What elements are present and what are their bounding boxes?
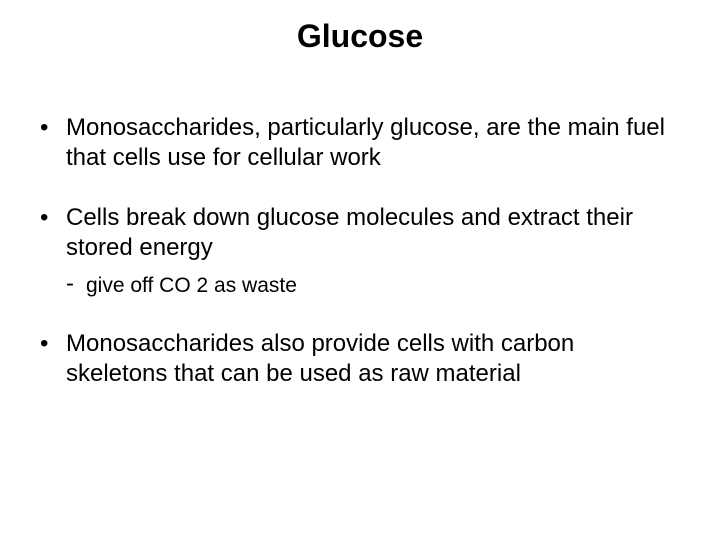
bullet-item: • Monosaccharides, particularly glucose,…	[40, 113, 680, 173]
slide-title: Glucose	[30, 18, 690, 55]
slide: Glucose • Monosaccharides, particularly …	[0, 0, 720, 540]
sub-bullet-marker: -	[66, 273, 86, 299]
bullet-item: • Monosaccharides also provide cells wit…	[40, 329, 680, 389]
bullet-marker: •	[40, 203, 66, 263]
sub-bullet-text: give off CO 2 as waste	[86, 273, 680, 299]
bullet-text: Monosaccharides, particularly glucose, a…	[66, 113, 680, 173]
slide-content: • Monosaccharides, particularly glucose,…	[30, 113, 690, 389]
bullet-text: Cells break down glucose molecules and e…	[66, 203, 680, 263]
bullet-item: • Cells break down glucose molecules and…	[40, 203, 680, 263]
bullet-marker: •	[40, 113, 66, 173]
sub-bullet-item: - give off CO 2 as waste	[66, 273, 680, 299]
bullet-marker: •	[40, 329, 66, 389]
bullet-text: Monosaccharides also provide cells with …	[66, 329, 680, 389]
